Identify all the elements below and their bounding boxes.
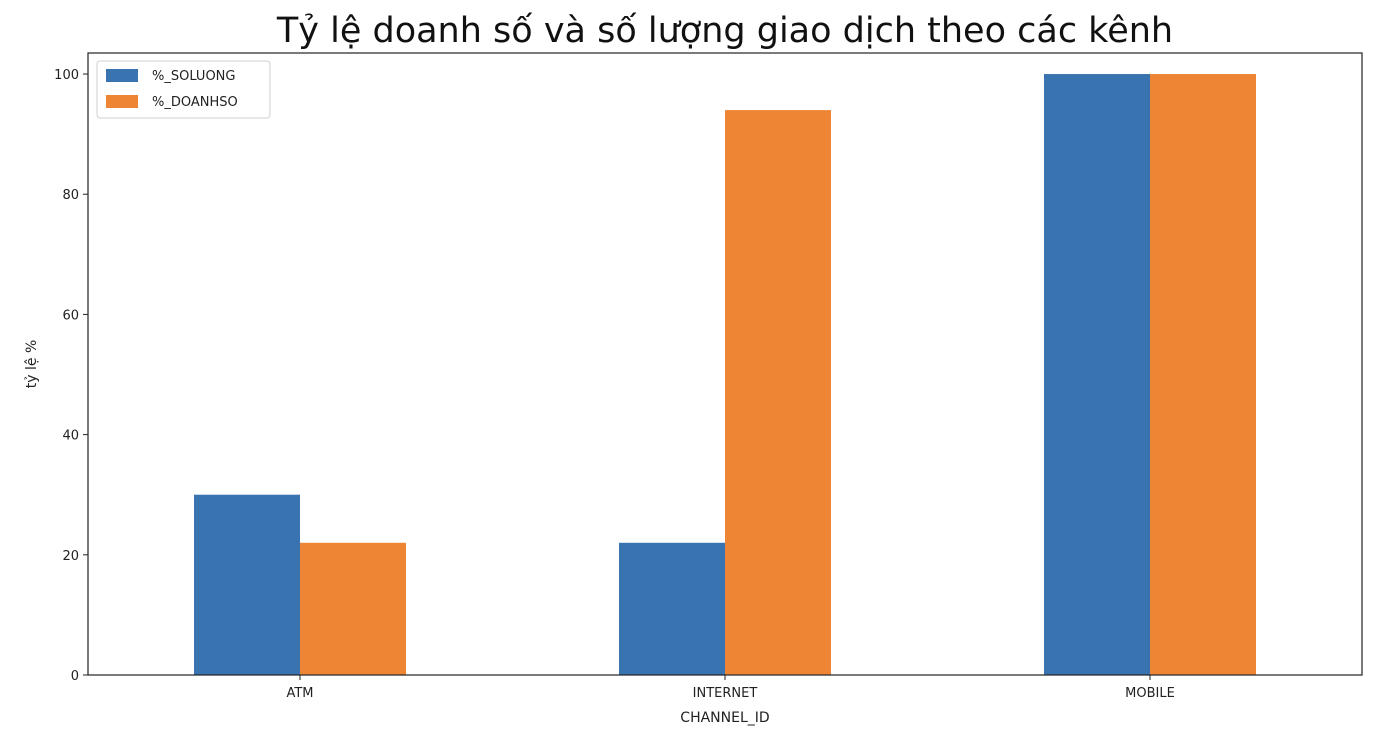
y-axis-ticks: 0 20 40 60 80 100: [54, 68, 88, 684]
legend-swatch: [106, 95, 138, 108]
x-axis-ticks: ATM INTERNET MOBILE: [286, 675, 1175, 701]
bar-internet-doanhso: [725, 110, 831, 675]
y-tick-label: 80: [62, 188, 79, 203]
y-tick-label: 20: [62, 549, 79, 564]
y-tick-label: 0: [71, 669, 79, 684]
bars-group: [194, 74, 1256, 675]
legend: %_SOLUONG %_DOANHSO: [96, 60, 271, 119]
bar-mobile-doanhso: [1150, 74, 1256, 675]
plot-area-frame: [87, 52, 1363, 676]
x-tick-label: INTERNET: [693, 686, 758, 701]
bar-atm-soluong: [194, 494, 300, 675]
legend-label: %_DOANHSO: [152, 95, 238, 110]
bar-internet-soluong: [619, 542, 725, 675]
bar-mobile-soluong: [1044, 74, 1150, 675]
legend-swatch: [106, 69, 138, 82]
x-tick-label: ATM: [286, 686, 313, 701]
y-tick-label: 40: [62, 429, 79, 444]
y-tick-label: 100: [54, 68, 79, 83]
bar-atm-doanhso: [300, 542, 406, 675]
y-axis-label: tỷ lệ %: [24, 340, 40, 388]
legend-label: %_SOLUONG: [152, 69, 235, 84]
y-tick-label: 60: [62, 308, 79, 323]
x-axis-label: CHANNEL_ID: [680, 710, 769, 726]
legend-box: [96, 60, 271, 119]
x-tick-label: MOBILE: [1125, 686, 1175, 701]
chart-title: Tỷ lệ doanh số và số lượng giao dịch the…: [276, 11, 1173, 51]
